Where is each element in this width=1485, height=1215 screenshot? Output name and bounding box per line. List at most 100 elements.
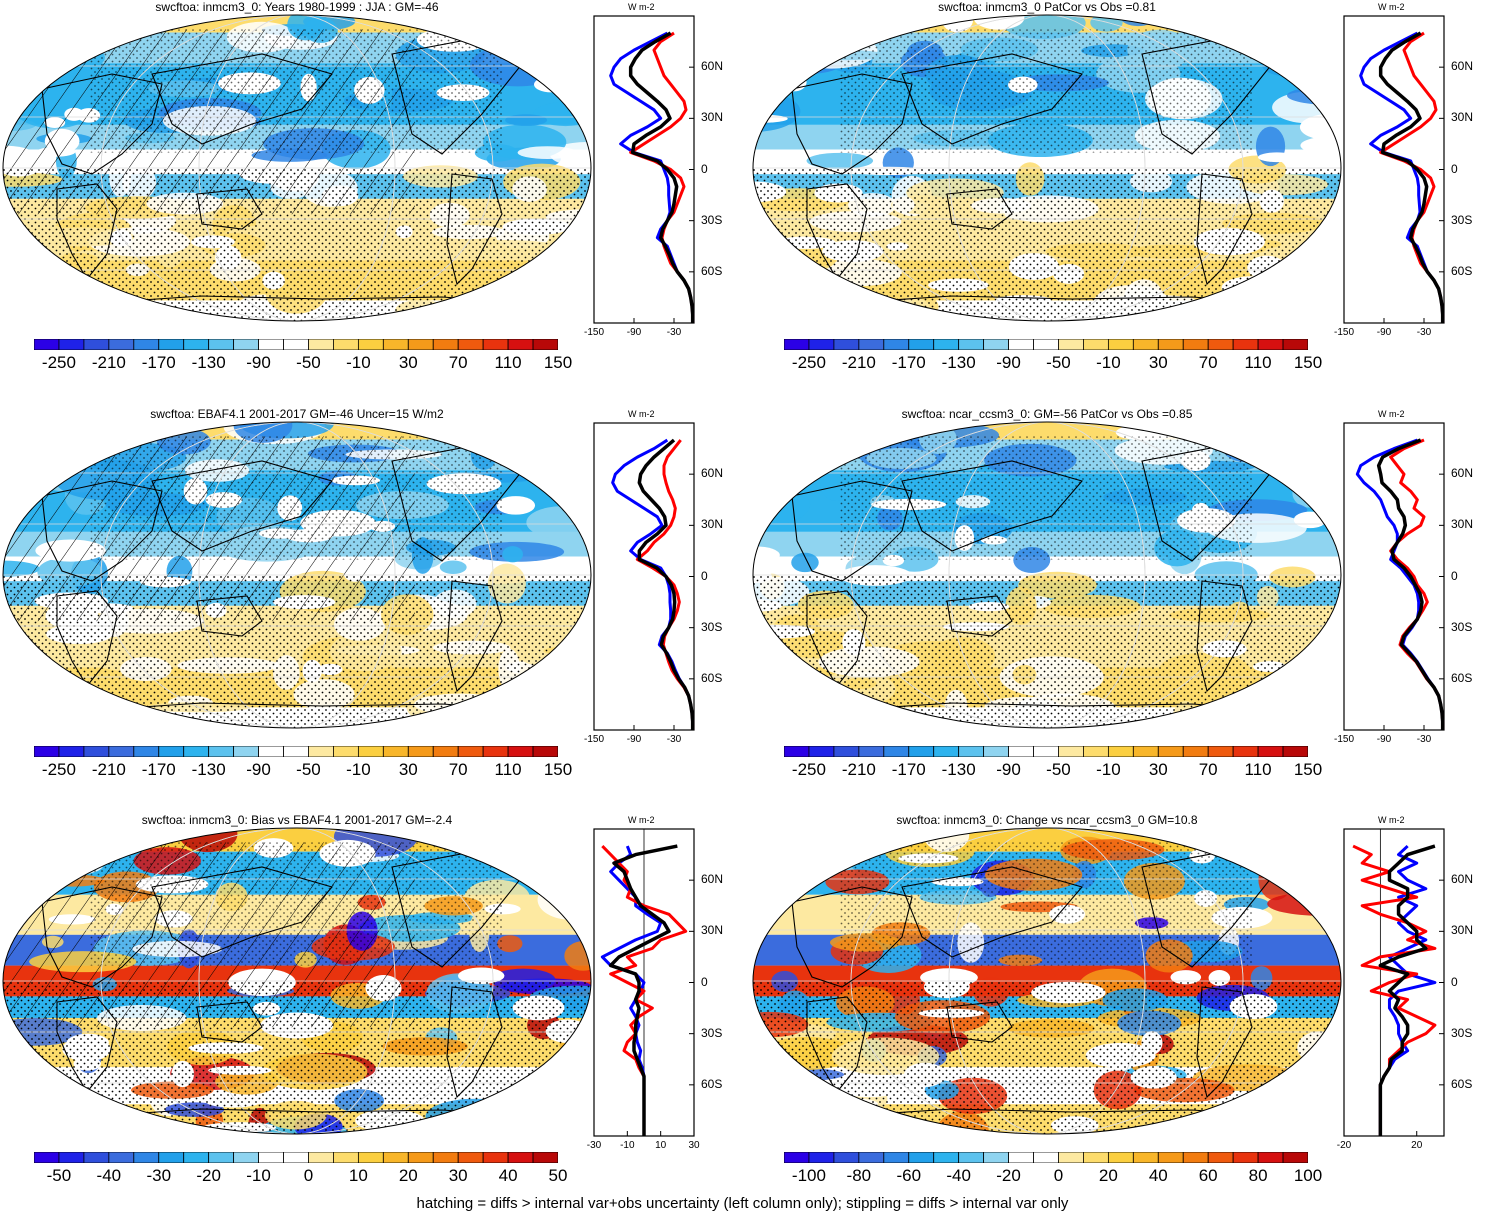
color-bar-swatch bbox=[357, 339, 384, 350]
color-bar bbox=[34, 746, 558, 757]
colorbar-tick-label: -20 bbox=[996, 1166, 1021, 1185]
lat-tick-label: 0 bbox=[1451, 161, 1458, 176]
lat-tick-label: 0 bbox=[701, 161, 708, 176]
color-bar-swatch bbox=[83, 746, 110, 757]
color-bar-swatch bbox=[933, 1152, 960, 1163]
color-bar-swatch bbox=[958, 339, 985, 350]
colorbar-tick-label: -250 bbox=[41, 353, 76, 372]
colorbar-tick-label: 10 bbox=[348, 1166, 368, 1185]
colorbar-tick-label: -50 bbox=[1046, 353, 1071, 372]
chart-title: swcftoa: inmcm3_0: Bias vs EBAF4.1 2001-… bbox=[141, 813, 453, 827]
color-bar-swatch bbox=[883, 1152, 910, 1163]
colorbar-tick-label: 150 bbox=[1293, 760, 1323, 779]
zonal-x-tick-label: -20 bbox=[1336, 1140, 1352, 1151]
chart-title: swcftoa: inmcm3_0: Change vs ncar_ccsm3_… bbox=[896, 813, 1198, 827]
color-bar-swatch bbox=[83, 1152, 110, 1163]
colorbar-tick-label: -90 bbox=[246, 760, 271, 779]
colorbar-tick-label: 100 bbox=[1293, 1166, 1323, 1185]
zonal-units: W m-2 bbox=[1378, 2, 1405, 12]
color-bar-swatch bbox=[382, 1152, 409, 1163]
colorbar-tick-label: 110 bbox=[1244, 760, 1272, 779]
color-bar-swatch bbox=[507, 339, 534, 350]
colorbar-tick-label: 70 bbox=[448, 353, 468, 372]
color-bar-swatch bbox=[983, 339, 1009, 350]
lat-tick-label: 60N bbox=[1451, 872, 1474, 887]
color-bar-swatch bbox=[432, 1152, 459, 1163]
color-bar-swatch bbox=[382, 339, 409, 350]
color-bar-swatch bbox=[133, 746, 160, 757]
color-bar-swatch bbox=[983, 1152, 1009, 1163]
colorbar-tick-label: -40 bbox=[96, 1166, 122, 1185]
color-bar-swatch bbox=[108, 746, 135, 757]
zonal-mean-plot bbox=[593, 422, 695, 731]
color-bar-swatch bbox=[482, 339, 509, 350]
color-bar-swatch bbox=[1257, 1152, 1284, 1163]
zonal-mean-plot bbox=[593, 828, 695, 1137]
color-bar-swatch bbox=[933, 339, 960, 350]
colorbar-tick-label: 0 bbox=[303, 1166, 314, 1185]
color-bar-swatch bbox=[983, 746, 1009, 757]
zonal-x-tick-label: -150 bbox=[583, 734, 605, 745]
color-bar-swatch bbox=[833, 1152, 860, 1163]
colorbar-tick-label: -10 bbox=[346, 353, 371, 372]
color-bar-swatch bbox=[407, 746, 434, 757]
zonal-mean-plot bbox=[1343, 15, 1445, 324]
lat-tick-label: 30S bbox=[1451, 619, 1473, 634]
colorbar-tick-label: -130 bbox=[941, 353, 976, 372]
color-bar bbox=[34, 1152, 558, 1163]
lat-tick-label: 30S bbox=[1451, 212, 1473, 227]
colorbar-tick-label: -210 bbox=[91, 353, 126, 372]
chart-title: swcftoa: inmcm3_0: Years 1980-1999 : JJA… bbox=[155, 0, 439, 14]
color-bar-swatch bbox=[283, 339, 309, 350]
color-bar-swatch bbox=[1207, 746, 1234, 757]
color-bar-swatch bbox=[432, 746, 459, 757]
color-bar-swatch bbox=[1157, 1152, 1184, 1163]
colorbar-tick-label: 30 bbox=[398, 760, 418, 779]
zonal-x-tick-label: -150 bbox=[1333, 327, 1355, 338]
zonal-x-tick-label: -90 bbox=[626, 734, 642, 745]
color-bar-swatch bbox=[133, 339, 160, 350]
colorbar-tick-label: -210 bbox=[841, 353, 876, 372]
color-bar-swatch bbox=[1232, 1152, 1259, 1163]
color-bar-swatch bbox=[333, 339, 359, 350]
color-bar-swatch bbox=[1083, 746, 1109, 757]
colorbar-tick-label: -10 bbox=[1096, 760, 1121, 779]
color-bar-swatch bbox=[908, 746, 935, 757]
zonal-x-tick-label: -30 bbox=[666, 327, 682, 338]
colorbar-tick-label: 70 bbox=[1198, 353, 1218, 372]
color-bar-swatch bbox=[858, 1152, 885, 1163]
color-bar-swatch bbox=[858, 746, 885, 757]
lat-tick-label: 0 bbox=[701, 974, 708, 989]
lat-tick-label: 30N bbox=[701, 110, 724, 125]
color-bar-swatch bbox=[1207, 339, 1234, 350]
lat-tick-label: 60N bbox=[1451, 59, 1474, 74]
color-bar-swatch bbox=[457, 1152, 484, 1163]
color-bar-swatch bbox=[382, 746, 409, 757]
color-bar-swatch bbox=[34, 339, 60, 350]
color-bar-swatch bbox=[283, 1152, 309, 1163]
color-bar-swatch bbox=[482, 1152, 509, 1163]
chart-panel: swcftoa: EBAF4.1 2001-2017 GM=-46 Uncer=… bbox=[0, 407, 735, 807]
color-bar-swatch bbox=[784, 339, 810, 350]
color-bar-swatch bbox=[357, 1152, 384, 1163]
zonal-x-tick-label: -90 bbox=[626, 327, 642, 338]
color-bar-swatch bbox=[1033, 1152, 1059, 1163]
world-map bbox=[752, 827, 1342, 1135]
color-bar-swatch bbox=[133, 1152, 160, 1163]
lat-tick-label: 30N bbox=[1451, 517, 1474, 532]
color-bar-swatch bbox=[532, 746, 558, 757]
colorbar-tick-label: -250 bbox=[791, 353, 826, 372]
lat-tick-label: 30S bbox=[701, 1025, 723, 1040]
zonal-x-tick-label: -30 bbox=[666, 734, 682, 745]
color-bar-swatch bbox=[183, 746, 210, 757]
color-bar-swatch bbox=[58, 746, 85, 757]
color-bar-swatch bbox=[333, 746, 359, 757]
color-bar-swatch bbox=[308, 339, 334, 350]
lat-tick-label: 60S bbox=[701, 1076, 723, 1091]
color-bar-swatch bbox=[1058, 746, 1084, 757]
color-bar-swatch bbox=[258, 746, 284, 757]
colorbar-tick-label: -210 bbox=[841, 760, 876, 779]
zonal-mean-plot bbox=[1343, 828, 1445, 1137]
colorbar-tick-label: -90 bbox=[996, 353, 1021, 372]
colorbar-tick-label: 40 bbox=[498, 1166, 518, 1185]
